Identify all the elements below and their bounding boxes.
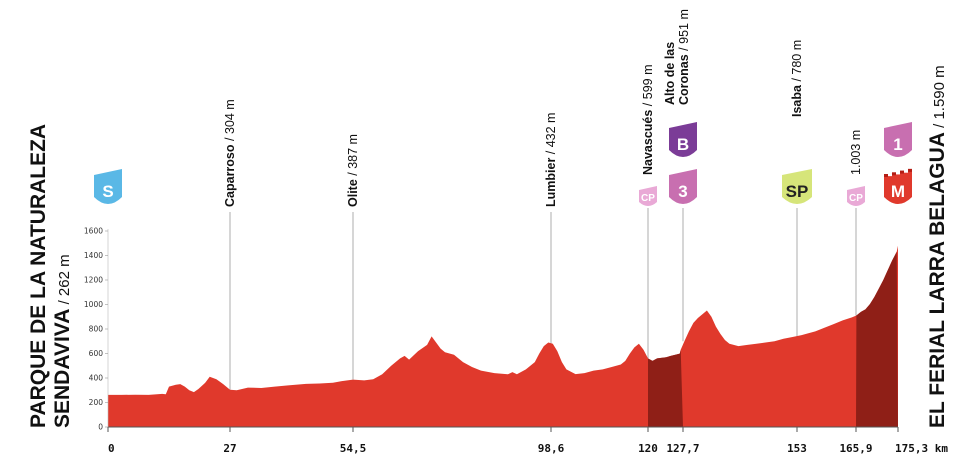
climb-segment-1 [648,349,683,427]
badge-label: 3 [678,182,687,201]
waypoint-label: Isaba / 780 m [790,40,804,117]
y-tick-label: 1200 [84,276,103,285]
finish-checker [908,168,912,172]
x-tick-label: 54,5 [340,442,367,455]
waypoint-label: 1.003 m [849,130,863,175]
y-tick-label: 200 [89,398,104,407]
waypoint-name-line2: Coronas / 951 m [677,9,691,105]
finish-checker [888,173,892,177]
badge-cp2: CP [847,186,865,206]
y-tick-label: 0 [98,423,103,432]
finish-checker [900,170,904,174]
axes: 0 200 400 600 800 1000 1200 1400 1600 0 27 54,5 98,6… [84,227,948,456]
start-name-1: PARQUE DE LA NATURALEZA [27,124,50,428]
finish-checker [892,172,896,176]
start-label: PARQUE DE LA NATURALEZA SENDAVIVA / 262 m [27,124,74,428]
waypoint-name: Lumbier / 432 m [544,113,558,207]
badge-label: M [891,182,905,201]
finish-name: EL FERIAL LARRA BELAGUA / 1.590 m [926,65,949,428]
badge-shape [782,169,812,204]
x-tick-label: 127,7 [666,442,699,455]
badge-shape [669,122,697,157]
badge-label: S [102,182,113,201]
badge-label: 1 [893,135,902,154]
badge-label: B [677,135,689,154]
x-tick-label: 27 [223,442,236,455]
climb-segment-2 [856,251,898,427]
waypoint-label: Olite / 387 m [346,134,360,207]
waypoint-label: Navascués / 599 m [641,65,655,176]
x-tick-label: 175,3 km [895,442,948,455]
badge-start: S [94,169,122,204]
waypoint-labels: Caparroso / 304 m Olite / 387 m Lumbier / … [223,9,863,207]
badge-shape [847,186,865,206]
elevation-profile [108,232,898,427]
profile-area [108,232,898,427]
finish-checker [884,174,888,177]
badge-finish: M [884,168,912,204]
waypoint-badges: S CP 3 B SP CP 1 M [94,122,912,206]
badge-shape [94,169,122,204]
badge-shape [884,122,912,157]
waypoint-name: 1.003 m [849,130,863,175]
badge-cat3: 3 [669,169,697,204]
waypoint-name: Olite / 387 m [346,134,360,207]
x-tick-label: 165,9 [839,442,872,455]
y-tick-label: 1400 [84,251,103,260]
x-tick-label: 120 [638,442,658,455]
waypoint-label: Lumbier / 432 m [544,113,558,207]
finish-label: EL FERIAL LARRA BELAGUA / 1.590 m [926,65,949,428]
badge-bonus: B [669,122,697,157]
badge-label: CP [641,193,655,204]
badge-shape [669,169,697,204]
y-tick-label: 800 [89,325,104,334]
waypoint-name: Isaba / 780 m [790,40,804,117]
x-tick-label: 98,6 [538,442,565,455]
waypoint-label: Alto de las Coronas / 951 m [663,9,691,105]
badge-label: CP [849,193,863,204]
waypoint-name: Caparroso / 304 m [223,99,237,207]
y-tick-label: 1600 [84,227,103,236]
badge-cp1: CP [639,186,657,206]
badge-shape [884,169,912,204]
x-tick-label: 153 [787,442,807,455]
badge-shape [639,186,657,206]
finish-checker [896,171,900,175]
badge-cat1: 1 [884,122,912,157]
badge-label: SP [786,182,809,201]
start-finish-labels: PARQUE DE LA NATURALEZA SENDAVIVA / 262 m… [27,65,949,428]
badge-sprint: SP [782,169,812,204]
start-name-2: SENDAVIVA / 262 m [51,254,74,428]
finish-checker [904,169,908,173]
y-tick-label: 400 [89,374,104,383]
waypoint-label: Caparroso / 304 m [223,99,237,207]
y-tick-label: 600 [89,349,104,358]
x-tick-label: 0 [108,442,115,455]
y-tick-label: 1000 [84,300,103,309]
waypoint-name: Navascués / 599 m [641,65,655,176]
waypoint-name: Alto de las [663,42,677,105]
waypoint-guides [229,208,857,390]
